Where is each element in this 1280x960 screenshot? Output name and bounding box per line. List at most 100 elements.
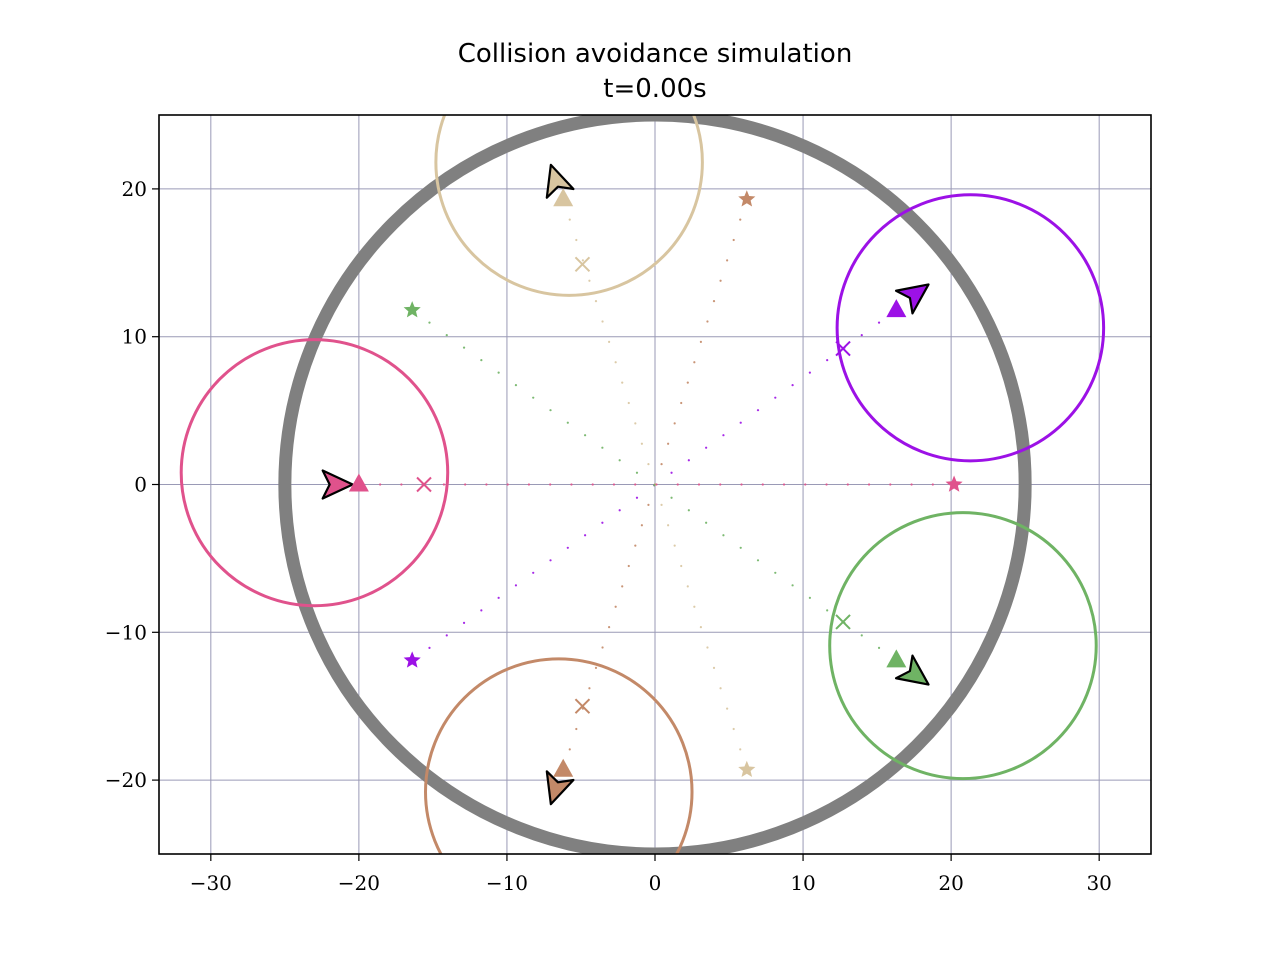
agent-triangle-marker bbox=[886, 299, 907, 318]
trajectory-dot bbox=[825, 483, 828, 486]
trajectory-dot bbox=[634, 544, 637, 547]
trajectory-dot bbox=[653, 484, 656, 487]
trajectory-dot bbox=[791, 584, 794, 587]
sensing-circle bbox=[424, 657, 694, 854]
trajectory-dot bbox=[621, 585, 624, 588]
sensing-circle bbox=[434, 115, 704, 297]
trajectory-dot bbox=[445, 334, 448, 337]
trajectory-dot bbox=[497, 596, 500, 599]
trajectory-dot bbox=[527, 483, 531, 486]
trajectory-dot bbox=[719, 483, 722, 486]
trajectory-dot bbox=[480, 359, 483, 362]
y-tick-label: 20 bbox=[122, 177, 147, 201]
trajectory-dot bbox=[428, 646, 431, 649]
goal-star-marker bbox=[738, 190, 756, 207]
trajectory-dot bbox=[808, 596, 811, 599]
heading-arrow-marker bbox=[894, 283, 930, 315]
trajectory-dot bbox=[808, 371, 811, 374]
trajectory-dot bbox=[706, 646, 709, 649]
trajectory-dot bbox=[581, 259, 584, 262]
goal-star-marker bbox=[945, 475, 963, 492]
trajectory-dot bbox=[774, 571, 777, 574]
trajectory-dot bbox=[532, 571, 535, 574]
trajectory-dot bbox=[673, 422, 676, 425]
y-tick-label: −10 bbox=[105, 620, 147, 644]
trajectory-dot bbox=[732, 727, 735, 731]
trajectory-dot bbox=[705, 521, 708, 524]
trajectory-dot bbox=[889, 483, 892, 486]
data-layer bbox=[179, 115, 1106, 854]
goal-star-marker bbox=[403, 301, 421, 318]
trajectory-dot bbox=[608, 340, 611, 343]
trajectory-dot bbox=[618, 459, 621, 462]
heading-arrow-marker bbox=[894, 654, 930, 686]
waypoint-x-marker bbox=[835, 340, 851, 357]
trajectory-dot bbox=[566, 546, 569, 549]
x-tick-label: −20 bbox=[338, 871, 380, 895]
trajectory-dot bbox=[442, 483, 446, 486]
trajectory-dot bbox=[867, 483, 871, 486]
boundary-circle bbox=[278, 115, 1032, 854]
trajectory-dot bbox=[804, 483, 807, 486]
trajectory-dot bbox=[635, 496, 639, 499]
trajectory-dot bbox=[640, 442, 643, 445]
trajectory-dot bbox=[634, 422, 637, 425]
trajectory-dot bbox=[673, 544, 676, 547]
trajectory-dot bbox=[693, 605, 696, 608]
waypoint-x-marker bbox=[574, 698, 591, 714]
trajectory-dot bbox=[647, 463, 650, 466]
trajectory-dot bbox=[612, 483, 616, 486]
sensing-circle bbox=[179, 338, 450, 608]
heading-arrow-marker bbox=[545, 163, 575, 199]
trajectory-dot bbox=[464, 483, 467, 486]
trajectory-dot bbox=[739, 218, 742, 221]
chart-subtitle: t=0.00s bbox=[603, 74, 706, 104]
trajectory-dot bbox=[568, 218, 571, 221]
trajectory-dot bbox=[726, 707, 729, 710]
agent-triangle-marker bbox=[553, 758, 574, 777]
trajectory-dot bbox=[568, 748, 571, 751]
trajectory-dot bbox=[462, 346, 466, 349]
trajectory-dot bbox=[860, 334, 863, 337]
trajectory-dot bbox=[594, 666, 598, 669]
trajectory-dot bbox=[566, 421, 569, 424]
trajectory-dot bbox=[660, 463, 663, 466]
chart-title: Collision avoidance simulation bbox=[458, 39, 853, 69]
goal-star-marker bbox=[403, 651, 421, 668]
trajectory-dot bbox=[570, 483, 573, 486]
trajectory-dot bbox=[740, 483, 743, 486]
trajectory-dot bbox=[379, 483, 382, 486]
trajectory-dot bbox=[722, 434, 725, 437]
trajectory-dot bbox=[601, 320, 604, 323]
agent-triangle-marker bbox=[553, 188, 574, 207]
trajectory-dot bbox=[706, 320, 709, 323]
trajectory-dot bbox=[667, 524, 670, 527]
trajectory-dot bbox=[608, 626, 611, 629]
trajectory-dot bbox=[621, 381, 624, 384]
trajectory-dot bbox=[687, 509, 690, 512]
trajectory-dot bbox=[739, 421, 742, 424]
trajectory-dot bbox=[712, 666, 716, 669]
heading-arrow-marker bbox=[545, 770, 575, 806]
trajectory-dot bbox=[635, 471, 639, 474]
trajectory-dot bbox=[588, 279, 591, 282]
heading-arrow-marker bbox=[321, 469, 354, 500]
trajectory-dot bbox=[627, 564, 630, 568]
trajectory-dot bbox=[462, 621, 466, 624]
trajectory-dot bbox=[756, 559, 760, 562]
x-tick-label: 30 bbox=[1086, 871, 1111, 895]
trajectory-dot bbox=[826, 359, 829, 362]
trajectory-dot bbox=[614, 605, 617, 608]
agent-triangle-marker bbox=[348, 473, 369, 492]
trajectory-dot bbox=[627, 401, 630, 405]
trajectory-dot bbox=[514, 584, 518, 587]
trajectory-dot bbox=[712, 300, 716, 303]
trajectory-dot bbox=[634, 483, 637, 486]
trajectory-dot bbox=[594, 300, 598, 303]
trajectory-dot bbox=[614, 361, 617, 364]
agent-triangle-marker bbox=[886, 649, 907, 668]
trajectory-dot bbox=[601, 646, 604, 649]
trajectory-dot bbox=[583, 434, 587, 437]
trajectory-dot bbox=[782, 483, 786, 486]
trajectory-dot bbox=[761, 483, 764, 486]
